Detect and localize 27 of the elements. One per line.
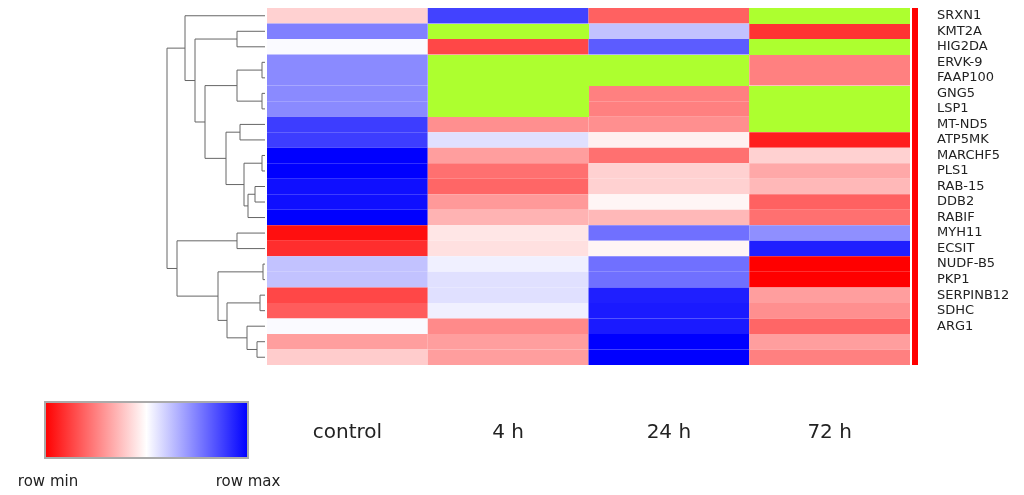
y-tick-label: MT-ND5 (937, 115, 988, 131)
y-tick-label: ERVK-9 (937, 53, 983, 69)
y-tick-label: MARCHF5 (937, 146, 1001, 162)
x-tick-label: 4 h (492, 419, 525, 444)
y-tick-label: RAB-15 (937, 177, 985, 193)
y-tick-label: DDB2 (937, 193, 975, 209)
y-tick-label: ECSIT (937, 239, 975, 255)
x-tick-label: 24 h (646, 419, 692, 444)
color-bar-label: row min (17, 471, 79, 490)
y-tick-label: MYH11 (937, 224, 983, 240)
y-tick-label: ARG1 (937, 317, 974, 333)
y-tick-label: ATP5MK (937, 131, 990, 147)
y-tick-label: PKP1 (937, 271, 970, 287)
y-tick-label: SRXN1 (937, 7, 982, 23)
y-tick-label: GNG5 (937, 84, 976, 100)
color-bar-label: row max (215, 471, 281, 490)
y-tick-label: RABIF (937, 208, 975, 224)
x-tick-label: 72 h (807, 419, 852, 444)
y-tick-label: SDHC (937, 302, 975, 318)
y-tick-label: NUDF-B5 (937, 255, 996, 271)
y-tick-label: PLS1 (937, 162, 969, 178)
y-tick-label: KMT2A (937, 22, 982, 38)
y-tick-label: SERPINB12 (937, 286, 1010, 302)
y-tick-label: LSP1 (937, 100, 969, 116)
x-tick-label: control (312, 419, 383, 444)
y-tick-label: FAAP100 (937, 69, 995, 85)
y-tick-label: HIG2DA (937, 38, 988, 54)
